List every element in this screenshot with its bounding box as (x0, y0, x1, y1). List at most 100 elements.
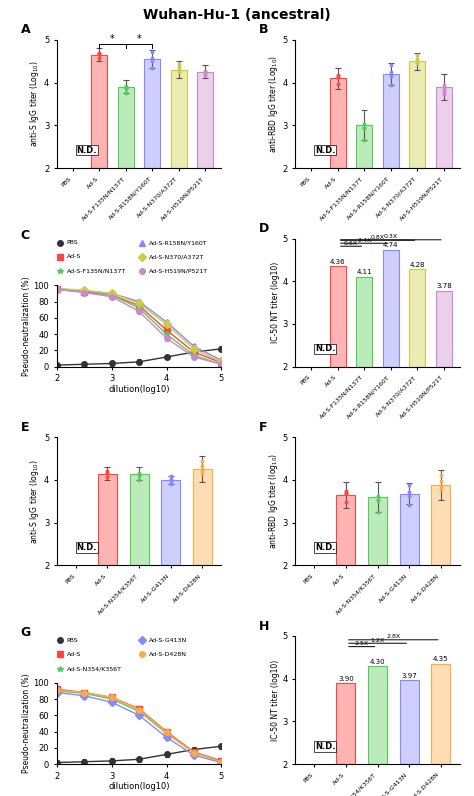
Text: Ad-S-N354/K356T: Ad-S-N354/K356T (67, 666, 122, 671)
Text: H: H (259, 619, 270, 633)
Bar (368, 497, 387, 565)
Point (361, 134, 368, 146)
Point (122, 81, 129, 94)
Point (167, 473, 174, 486)
Bar (91, 55, 107, 168)
Text: 4.28: 4.28 (410, 262, 425, 268)
Point (175, 64, 182, 76)
Bar (198, 72, 213, 168)
Point (96, 48, 103, 60)
Text: 4.36: 4.36 (330, 259, 346, 264)
Bar (330, 266, 346, 367)
Y-axis label: anti-S IgG titer (Log$_{10}$): anti-S IgG titer (Log$_{10}$) (28, 60, 41, 147)
Text: N.D.: N.D. (315, 543, 336, 552)
Text: PBS: PBS (67, 638, 78, 642)
Point (405, 478, 413, 491)
Text: Ad-S: Ad-S (67, 652, 81, 657)
Text: D: D (259, 222, 269, 235)
X-axis label: dilution(log10): dilution(log10) (109, 384, 170, 394)
Point (148, 51, 156, 64)
Point (334, 71, 342, 84)
Point (387, 66, 395, 79)
Point (334, 68, 342, 81)
Text: Ad-S-F135N/N137T: Ad-S-F135N/N137T (67, 268, 126, 274)
Text: Ad-S-G413N: Ad-S-G413N (149, 638, 187, 642)
Text: N.D.: N.D. (315, 146, 336, 154)
Bar (337, 495, 356, 565)
Point (405, 498, 413, 511)
Text: E: E (21, 421, 29, 434)
Point (148, 61, 156, 74)
Text: 3.97: 3.97 (401, 673, 417, 679)
Bar (368, 666, 387, 764)
Bar (383, 74, 399, 168)
Bar (436, 291, 452, 367)
Text: 2.8X: 2.8X (386, 634, 401, 639)
Point (440, 88, 447, 100)
Point (104, 470, 111, 483)
Bar (193, 470, 212, 565)
Point (96, 46, 103, 59)
Bar (356, 125, 372, 168)
Point (342, 495, 350, 508)
Point (405, 486, 413, 498)
Text: C: C (21, 228, 30, 241)
Text: Ad-S: Ad-S (67, 255, 81, 259)
Point (122, 82, 129, 95)
Point (440, 78, 447, 91)
Text: F: F (259, 421, 268, 434)
Point (437, 474, 445, 487)
Text: 4.11: 4.11 (356, 269, 372, 275)
Bar (383, 250, 399, 367)
Text: 1.2X: 1.2X (371, 638, 384, 643)
Point (201, 64, 209, 77)
Bar (171, 70, 187, 168)
Bar (400, 680, 419, 764)
Text: Ad-S-N370/A372T: Ad-S-N370/A372T (149, 255, 204, 259)
Text: N.D.: N.D. (77, 146, 97, 154)
Text: 4.30: 4.30 (370, 658, 385, 665)
Point (199, 455, 206, 467)
Point (199, 466, 206, 479)
Point (413, 49, 421, 62)
Point (175, 57, 182, 70)
Bar (161, 480, 180, 565)
Bar (145, 59, 160, 168)
Text: G: G (21, 626, 31, 639)
Point (413, 53, 421, 65)
Bar (431, 664, 450, 764)
Text: 4.74: 4.74 (383, 242, 399, 248)
Y-axis label: Pseudo-neutralization (%): Pseudo-neutralization (%) (22, 276, 31, 376)
Text: 0.6X: 0.6X (344, 240, 358, 246)
Point (122, 87, 129, 100)
Text: *: * (137, 34, 141, 44)
Point (104, 465, 111, 478)
Point (96, 52, 103, 64)
Y-axis label: anti-RBD IgG titer (log$_{10}$): anti-RBD IgG titer (log$_{10}$) (266, 454, 280, 549)
Point (405, 490, 413, 502)
Point (413, 56, 421, 68)
Bar (98, 474, 117, 565)
Text: Wuhan-Hu-1 (ancestral): Wuhan-Hu-1 (ancestral) (143, 8, 331, 22)
Bar (431, 485, 450, 565)
Point (199, 459, 206, 472)
Text: Ad-S-H519N/P521T: Ad-S-H519N/P521T (149, 268, 208, 274)
Text: 3.90: 3.90 (338, 676, 354, 681)
Point (437, 469, 445, 482)
Text: *: * (110, 34, 115, 44)
Point (387, 79, 395, 92)
Bar (118, 87, 134, 168)
Y-axis label: anti-S IgG titer (log$_{10}$): anti-S IgG titer (log$_{10}$) (28, 459, 41, 544)
Bar (356, 276, 372, 367)
Point (437, 480, 445, 493)
Point (167, 470, 174, 483)
Point (361, 121, 368, 134)
X-axis label: dilution(log10): dilution(log10) (109, 782, 170, 791)
Point (342, 484, 350, 497)
Text: B: B (259, 23, 269, 37)
Text: Ad-S-R158N/Y160T: Ad-S-R158N/Y160T (149, 240, 208, 245)
Bar (410, 269, 425, 367)
Bar (436, 87, 452, 168)
Point (104, 466, 111, 479)
Point (440, 82, 447, 95)
